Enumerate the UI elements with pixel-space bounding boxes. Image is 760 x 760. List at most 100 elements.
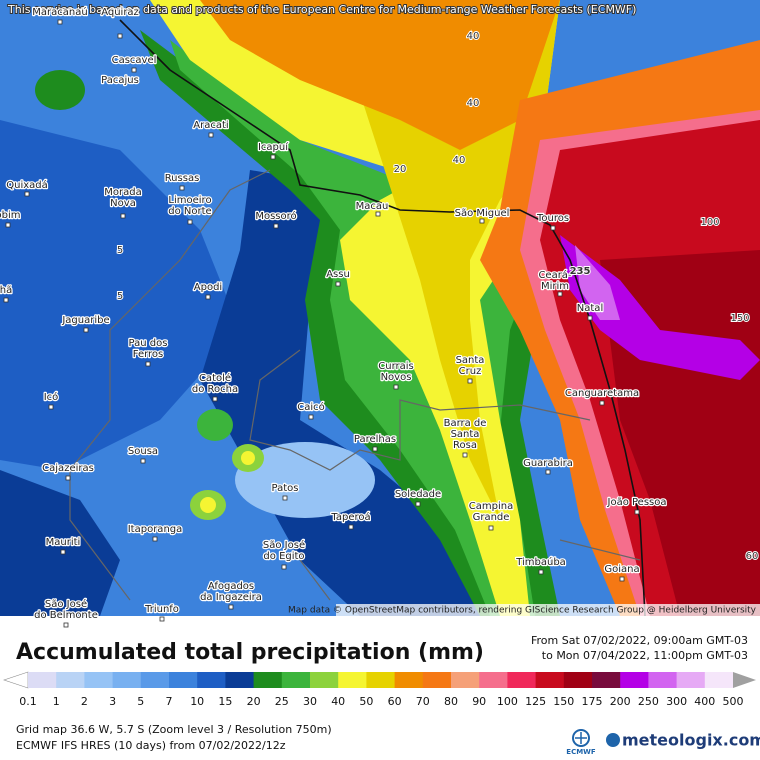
city-name: Sousa — [128, 446, 158, 457]
legend-label: 40 — [331, 695, 345, 708]
city-name: Soledade — [395, 489, 441, 500]
city-dot — [634, 509, 640, 515]
city-name: do Rocha — [192, 384, 238, 395]
city-dot — [117, 33, 123, 39]
city-dot — [273, 223, 279, 229]
legend-label: 2 — [81, 695, 88, 708]
legend-swatch — [225, 672, 255, 688]
legend-swatch — [479, 672, 508, 688]
legend-swatch — [366, 672, 396, 688]
city-name: Ceará- — [538, 269, 572, 281]
contour-label: 40 — [467, 98, 480, 109]
city-name: Cruz — [459, 366, 482, 377]
city-dot — [335, 281, 341, 287]
legend-label: 250 — [638, 695, 659, 708]
city-dot — [393, 384, 399, 390]
city-name: Pacajus — [101, 75, 139, 86]
city-dot — [281, 564, 287, 570]
legend-swatch — [422, 672, 452, 688]
legend-label: 60 — [388, 695, 402, 708]
city-name: Aquiraz — [101, 7, 139, 18]
grid-info: Grid map 36.6 W, 5.7 S (Zoom level 3 / R… — [16, 723, 332, 736]
legend-label: 400 — [694, 695, 715, 708]
city-dot — [120, 213, 126, 219]
city-name: Apodi — [194, 282, 222, 293]
contour-labels: 40 40 40 20 5 5 100 150 60 235 — [116, 30, 760, 563]
city-dot — [65, 475, 71, 481]
ecmwf-label: ECMWF — [566, 748, 596, 756]
legend-label: 50 — [359, 695, 373, 708]
model-info: ECMWF IFS HRES (10 days) from 07/02/2022… — [16, 739, 286, 752]
legend-swatch — [253, 672, 283, 688]
contour-label: 5 — [117, 291, 123, 302]
period-from: From Sat 07/02/2022, 09:00am GMT-03 — [531, 634, 748, 647]
legend: 0.1 1 2 3 5 7 10 15 20 25 30 40 50 60 70 80 90 100 125 150 1… — [3, 671, 756, 708]
city-dot — [3, 297, 9, 303]
city-name: Taperoá — [330, 511, 370, 523]
city-dot — [212, 396, 218, 402]
city-name: Morada — [104, 187, 141, 198]
contour-label: 150 — [730, 313, 749, 324]
city-name: Aracati — [193, 120, 228, 131]
city-name: Assu — [326, 269, 350, 280]
legend-label: 3 — [109, 695, 116, 708]
city-dot — [282, 495, 288, 501]
legend-label: 15 — [218, 695, 232, 708]
legend-swatch — [140, 672, 170, 688]
meteologix-logo[interactable]: meteologix.com — [606, 731, 760, 750]
contour-label: 5 — [117, 245, 123, 256]
city-name: Macau — [356, 201, 389, 212]
legend-swatch — [338, 672, 367, 688]
legend-label: 0.1 — [19, 695, 37, 708]
city-dot — [5, 222, 11, 228]
city-dot — [372, 446, 378, 452]
legend-swatch — [84, 672, 114, 688]
city-dot — [57, 19, 63, 25]
city-dot — [60, 549, 66, 555]
city-name: Icapuí — [258, 141, 289, 153]
city-name: hã — [0, 285, 12, 296]
legend-label: 90 — [472, 695, 486, 708]
map-title: Accumulated total precipitation (mm) — [16, 640, 484, 665]
legend-label: 125 — [525, 695, 546, 708]
meteologix-label[interactable]: meteologix.com — [622, 731, 760, 750]
city-name: Itaporanga — [128, 524, 183, 535]
city-name: obim — [0, 210, 21, 221]
city-dot — [152, 536, 158, 542]
city-name: Mirim — [541, 281, 569, 292]
city-dot — [131, 67, 137, 73]
city-name: Afogados — [208, 581, 254, 592]
city-name: São José — [263, 539, 305, 551]
service-notice: This service is based on data and produc… — [7, 3, 636, 16]
city-name: Touros — [536, 213, 569, 224]
legend-label: 30 — [303, 695, 317, 708]
city-name: Santa — [451, 429, 480, 440]
city-name: Campina — [469, 501, 513, 512]
contour-label: 235 — [570, 266, 591, 277]
city-name: São Miguel — [455, 208, 510, 219]
city-name: Icó — [44, 391, 59, 403]
city-dot — [619, 576, 625, 582]
city-name: Novos — [381, 372, 412, 383]
city-dot — [179, 185, 185, 191]
legend-swatch — [112, 672, 142, 688]
legend-swatch — [620, 672, 649, 688]
city-name: Canguaretama — [565, 388, 639, 399]
legend-swatch — [56, 672, 85, 688]
legend-swatch — [704, 672, 734, 688]
city-dot — [228, 604, 234, 610]
contour-label: 40 — [467, 31, 480, 42]
city-name: Russas — [165, 173, 200, 184]
city-dot — [587, 315, 593, 321]
city-name: Timbaúba — [515, 556, 566, 568]
city-dot — [208, 132, 214, 138]
legend-label: 200 — [610, 695, 631, 708]
city-dot — [205, 294, 211, 300]
city-dot — [488, 525, 494, 531]
city-dot — [545, 469, 551, 475]
city-name: Currais — [378, 361, 413, 372]
city-dot — [63, 622, 69, 628]
city-dot — [467, 378, 473, 384]
